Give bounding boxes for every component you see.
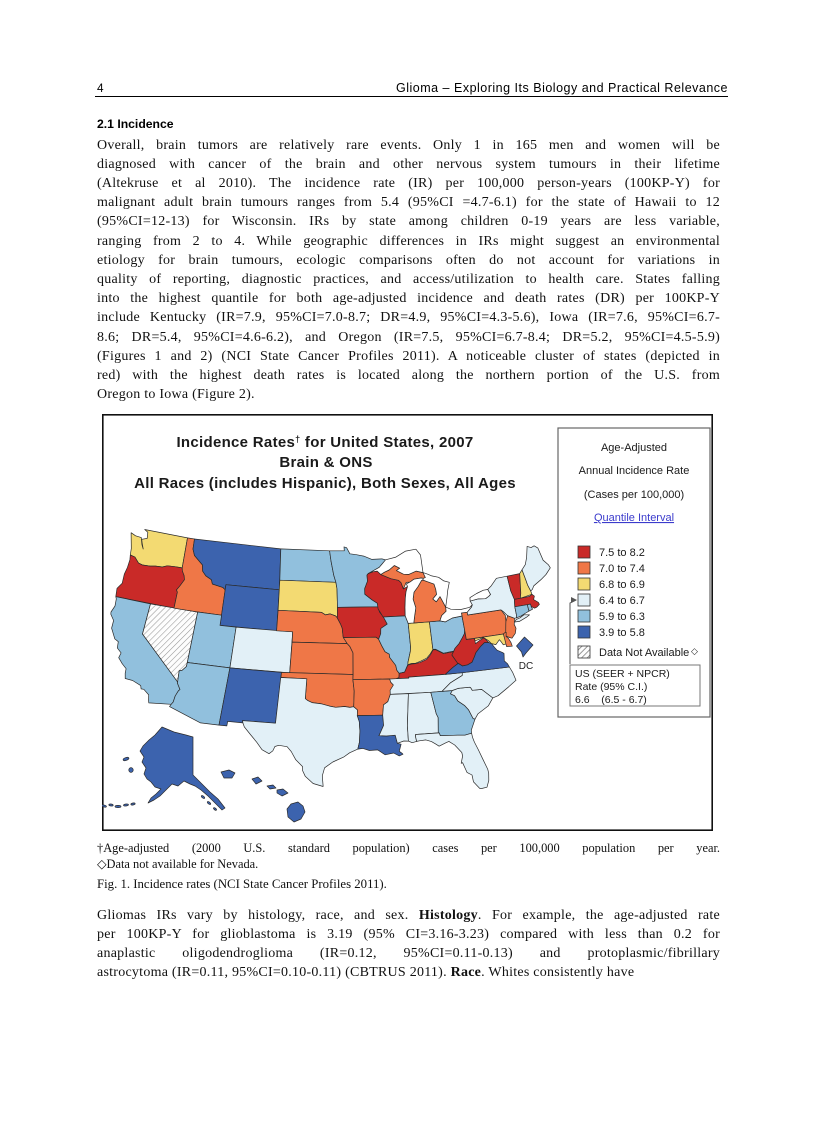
svg-text:6.8 to 6.9: 6.8 to 6.9	[599, 579, 645, 591]
svg-text:7.5 to 8.2: 7.5 to 8.2	[599, 547, 645, 559]
svg-text:Incidence Rates† for United St: Incidence Rates† for United States, 2007	[176, 434, 473, 451]
svg-text:6.6 (6.5 - 6.7): 6.6 (6.5 - 6.7)	[575, 694, 647, 706]
svg-text:◇: ◇	[691, 646, 698, 656]
svg-text:DC: DC	[519, 661, 533, 672]
svg-text:6.4 to 6.7: 6.4 to 6.7	[599, 595, 645, 607]
svg-text:Quantile Interval: Quantile Interval	[594, 512, 674, 524]
svg-text:Age-Adjusted: Age-Adjusted	[601, 442, 667, 454]
svg-text:Annual Incidence Rate: Annual Incidence Rate	[579, 465, 690, 477]
svg-text:Brain & ONS: Brain & ONS	[279, 454, 372, 471]
svg-text:Data Not Available: Data Not Available	[599, 647, 689, 659]
svg-text:(Cases per 100,000): (Cases per 100,000)	[584, 489, 684, 501]
svg-text:US (SEER + NPCR): US (SEER + NPCR)	[575, 668, 670, 680]
svg-text:All Races (includes Hispanic),: All Races (includes Hispanic), Both Sexe…	[134, 475, 516, 492]
svg-text:5.9 to 6.3: 5.9 to 6.3	[599, 611, 645, 623]
svg-text:3.9 to 5.8: 3.9 to 5.8	[599, 627, 645, 639]
svg-text:Rate (95% C.I.): Rate (95% C.I.)	[575, 681, 647, 693]
svg-text:7.0 to 7.4: 7.0 to 7.4	[599, 563, 645, 575]
